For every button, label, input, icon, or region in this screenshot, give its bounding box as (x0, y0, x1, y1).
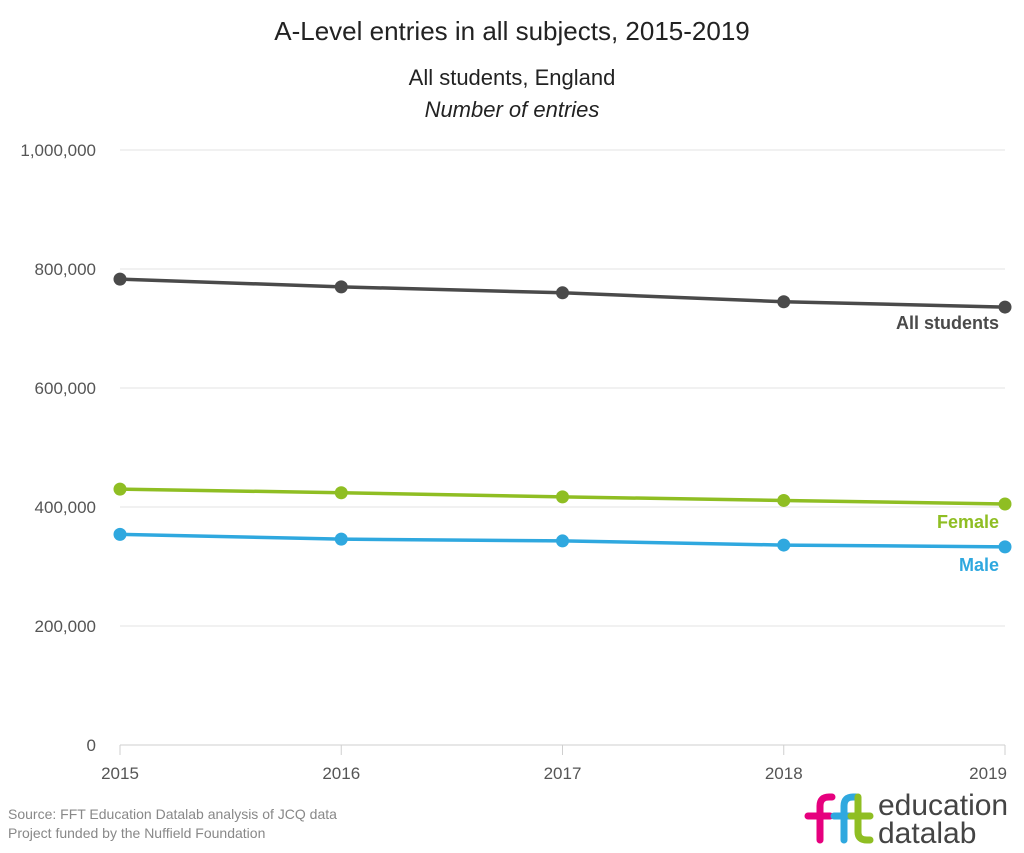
data-point-0-1 (334, 280, 348, 294)
source-note: Source: FFT Education Datalab analysis o… (8, 806, 337, 822)
x-tick-label-1: 2016 (322, 764, 360, 783)
chart-subtitle-units: Number of entries (425, 97, 600, 122)
series-label-0: All students (896, 313, 999, 333)
data-point-2-1 (334, 532, 348, 546)
x-axis-ticks: 2015 2016 2017 2018 2019 (101, 745, 1007, 783)
y-tick-label-4: 800,000 (35, 260, 96, 279)
data-point-0-3 (777, 295, 791, 309)
logo-text-education: education (878, 789, 1008, 822)
data-point-1-1 (334, 486, 348, 500)
data-point-1-3 (777, 493, 791, 507)
data-point-0-4 (998, 300, 1012, 314)
data-point-2-2 (556, 534, 569, 548)
y-tick-label-1: 200,000 (35, 617, 96, 636)
logo-f-pink-icon (804, 793, 836, 844)
y-tick-label-5: 1,000,000 (20, 141, 96, 160)
chart-title: A-Level entries in all subjects, 2015-20… (274, 16, 750, 46)
data-point-1-0 (113, 482, 127, 496)
logo-text-datalab: datalab (878, 817, 976, 850)
gridlines (120, 149, 1005, 627)
data-point-2-4 (998, 540, 1012, 554)
data-point-0-2 (556, 286, 569, 300)
data-point-0-0 (113, 272, 127, 286)
chart-subtitle: All students, England (409, 65, 616, 90)
series-label-1: Female (937, 512, 999, 532)
x-tick-label-4: 2019 (969, 764, 1007, 783)
fft-datalab-logo: education datalab (804, 789, 1008, 850)
data-point-1-2 (556, 490, 569, 504)
series-label-2: Male (959, 555, 999, 575)
y-axis-ticks: 0 200,000 400,000 600,000 800,000 1,000,000 (20, 141, 96, 755)
funding-note: Project funded by the Nuffield Foundatio… (8, 825, 265, 841)
y-tick-label-0: 0 (87, 736, 96, 755)
logo-t-green-icon (847, 793, 874, 844)
data-point-1-4 (998, 497, 1012, 511)
series-lines: All students Female Male (113, 272, 1012, 575)
logo-text-lab: lab (936, 817, 976, 850)
y-tick-label-3: 600,000 (35, 379, 96, 398)
data-point-2-3 (777, 538, 791, 552)
x-tick-label-2: 2017 (544, 764, 582, 783)
y-tick-label-2: 400,000 (35, 498, 96, 517)
x-tick-label-0: 2015 (101, 764, 139, 783)
x-tick-label-3: 2018 (765, 764, 803, 783)
logo-text-data: data (878, 817, 937, 850)
data-point-2-0 (113, 527, 127, 541)
